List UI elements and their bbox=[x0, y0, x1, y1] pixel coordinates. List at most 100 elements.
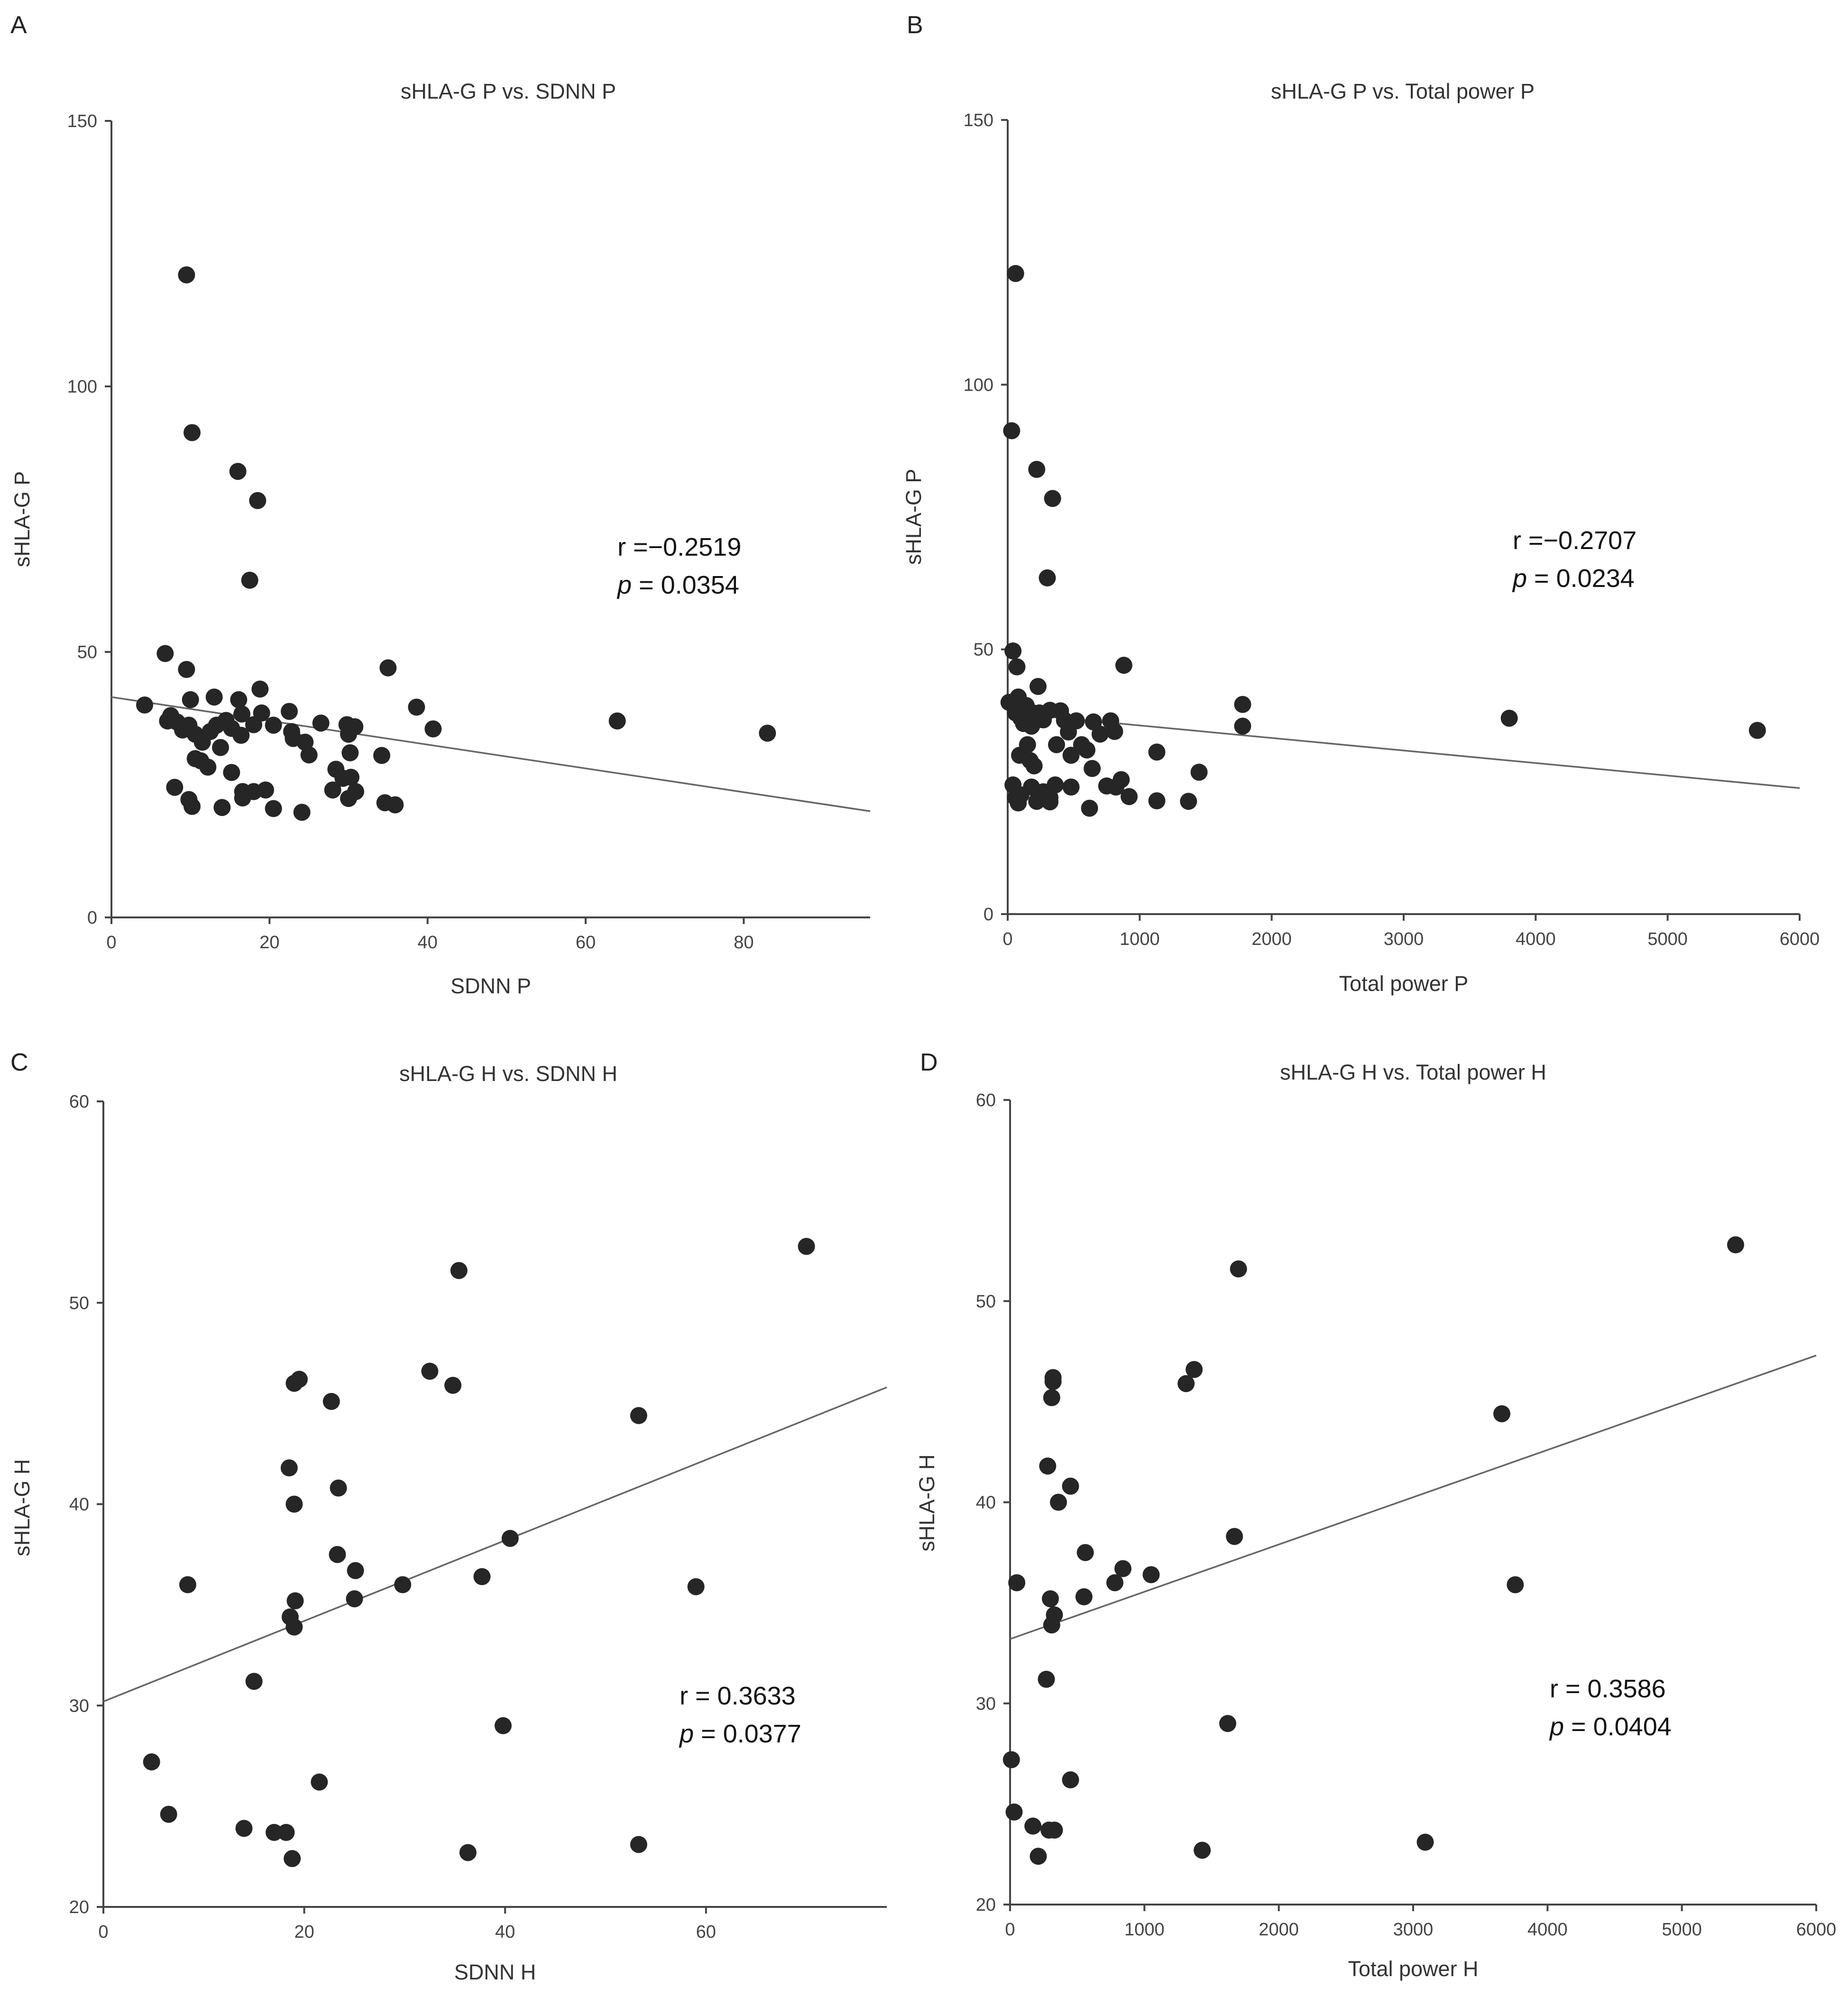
y-tick-label: 0 bbox=[87, 908, 97, 928]
data-point bbox=[1028, 793, 1046, 810]
data-point bbox=[293, 804, 311, 821]
p-symbol: p bbox=[679, 1720, 694, 1748]
p-value-number: = 0.0377 bbox=[694, 1720, 801, 1748]
data-point bbox=[1042, 1590, 1059, 1608]
data-point bbox=[312, 715, 330, 732]
data-point bbox=[265, 716, 282, 734]
data-point bbox=[1039, 569, 1056, 586]
data-point bbox=[408, 698, 425, 716]
data-point bbox=[394, 1576, 412, 1594]
correlation-r: r = 0.3586 bbox=[1550, 1675, 1666, 1703]
data-point bbox=[284, 1850, 301, 1868]
data-point bbox=[1012, 786, 1030, 804]
x-tick-label: 0 bbox=[98, 1922, 108, 1942]
data-point bbox=[235, 1820, 253, 1837]
data-point bbox=[229, 463, 247, 480]
data-point bbox=[1416, 1833, 1434, 1851]
data-point bbox=[1002, 1751, 1020, 1768]
data-point bbox=[1062, 1477, 1079, 1495]
y-tick-label: 50 bbox=[976, 1292, 996, 1311]
data-point bbox=[1177, 1375, 1195, 1392]
chart-title: sHLA-G P vs. SDNN P bbox=[401, 79, 616, 103]
data-point bbox=[1043, 1389, 1060, 1406]
data-point bbox=[1024, 1817, 1042, 1835]
x-tick-label: 80 bbox=[734, 933, 754, 953]
p-value-number: = 0.0354 bbox=[632, 571, 739, 599]
data-point bbox=[1039, 1457, 1057, 1475]
x-tick-label: 1000 bbox=[1120, 929, 1160, 949]
y-tick-label: 40 bbox=[976, 1493, 996, 1513]
data-point bbox=[630, 1407, 647, 1424]
p-symbol: p bbox=[616, 571, 632, 599]
data-point bbox=[329, 1546, 346, 1563]
panel-letter: B bbox=[907, 11, 923, 39]
data-point bbox=[342, 769, 359, 786]
data-point bbox=[1186, 1361, 1203, 1378]
data-point bbox=[280, 1459, 298, 1477]
data-point bbox=[1219, 1715, 1236, 1732]
x-tick-label: 40 bbox=[495, 1922, 515, 1942]
x-tick-label: 60 bbox=[576, 933, 596, 953]
data-point bbox=[324, 781, 341, 799]
data-point bbox=[1230, 1260, 1247, 1278]
y-axis-label: sHLA-G H bbox=[915, 1454, 939, 1551]
x-tick-label: 2000 bbox=[1251, 929, 1292, 949]
data-point bbox=[199, 759, 217, 776]
data-point bbox=[494, 1717, 512, 1734]
panel-letter: A bbox=[10, 11, 27, 39]
x-tick-label: 1000 bbox=[1124, 1920, 1165, 1940]
data-point bbox=[1107, 779, 1125, 796]
data-point bbox=[178, 660, 195, 678]
data-point bbox=[386, 796, 404, 814]
y-tick-label: 60 bbox=[69, 1092, 89, 1112]
data-point bbox=[1180, 793, 1197, 810]
p-value: p = 0.0354 bbox=[616, 571, 739, 599]
data-point bbox=[1044, 490, 1061, 507]
data-point bbox=[136, 696, 153, 714]
x-tick-label: 5000 bbox=[1647, 929, 1688, 949]
data-point bbox=[1062, 1771, 1079, 1788]
data-point bbox=[459, 1844, 477, 1861]
x-tick-label: 0 bbox=[1005, 1920, 1015, 1940]
data-point bbox=[249, 492, 267, 509]
data-point bbox=[1005, 1803, 1023, 1821]
x-tick-label: 6000 bbox=[1780, 929, 1820, 949]
data-point bbox=[1038, 1670, 1055, 1688]
data-point bbox=[1234, 696, 1251, 713]
data-point bbox=[281, 703, 298, 720]
data-point bbox=[1047, 776, 1064, 794]
panel-letter: D bbox=[920, 1049, 938, 1076]
data-point bbox=[330, 1479, 347, 1497]
data-point bbox=[184, 797, 201, 815]
data-point bbox=[1084, 760, 1101, 777]
data-point bbox=[1226, 1528, 1243, 1545]
x-tick-label: 3000 bbox=[1393, 1920, 1434, 1940]
data-point bbox=[156, 645, 174, 662]
data-point bbox=[424, 720, 442, 738]
data-point bbox=[340, 790, 357, 807]
data-point bbox=[1106, 1574, 1123, 1592]
data-point bbox=[143, 1753, 160, 1771]
chart-title: sHLA-G P vs. Total power P bbox=[1271, 79, 1535, 103]
y-tick-label: 100 bbox=[67, 377, 97, 397]
x-tick-label: 4000 bbox=[1527, 1920, 1568, 1940]
data-point bbox=[1019, 736, 1036, 753]
y-tick-label: 20 bbox=[976, 1895, 996, 1915]
y-tick-label: 0 bbox=[984, 905, 993, 925]
p-symbol: p bbox=[1549, 1713, 1564, 1741]
data-point bbox=[1028, 461, 1046, 478]
data-point bbox=[347, 1562, 364, 1579]
x-axis-label: SDNN H bbox=[454, 1960, 536, 1984]
data-point bbox=[346, 718, 364, 735]
data-point bbox=[1008, 1574, 1026, 1592]
data-point bbox=[230, 691, 248, 708]
data-point bbox=[166, 779, 184, 796]
x-axis-label: Total power P bbox=[1339, 971, 1469, 996]
x-axis-label: Total power H bbox=[1348, 1957, 1478, 1981]
correlation-r: r =−0.2519 bbox=[617, 533, 741, 561]
y-tick-label: 60 bbox=[976, 1090, 996, 1110]
panel-letter: C bbox=[10, 1049, 28, 1076]
